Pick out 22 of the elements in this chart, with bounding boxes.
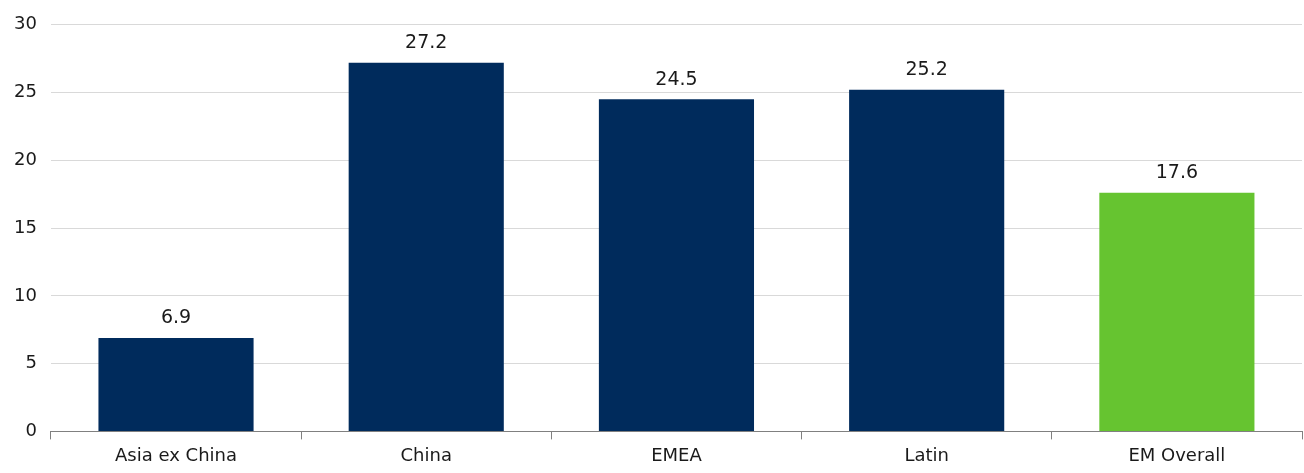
data-label: 24.5 bbox=[655, 66, 698, 89]
bar bbox=[598, 99, 755, 431]
data-label: 25.2 bbox=[905, 57, 948, 80]
data-label: 6.9 bbox=[160, 305, 192, 328]
y-tick-label: 10 bbox=[14, 283, 37, 305]
y-tick-label: 25 bbox=[14, 80, 37, 102]
x-tick-label: China bbox=[400, 443, 452, 465]
y-tick-label: 5 bbox=[25, 351, 37, 373]
y-tick-label: 0 bbox=[25, 419, 37, 441]
bar bbox=[98, 337, 254, 431]
x-tick-label: Latin bbox=[904, 443, 949, 465]
bar bbox=[348, 62, 504, 431]
y-tick-label: 15 bbox=[14, 215, 37, 237]
x-tick-label: EM Overall bbox=[1128, 443, 1226, 465]
y-tick-label: 30 bbox=[14, 12, 37, 34]
data-label: 27.2 bbox=[405, 30, 448, 53]
y-tick-label: 20 bbox=[14, 148, 37, 170]
data-label: 17.6 bbox=[1155, 160, 1199, 183]
x-tick-label: EMEA bbox=[651, 443, 703, 465]
x-tick-label: Asia ex China bbox=[115, 443, 238, 465]
bar bbox=[849, 89, 1005, 431]
bar bbox=[1099, 192, 1255, 431]
